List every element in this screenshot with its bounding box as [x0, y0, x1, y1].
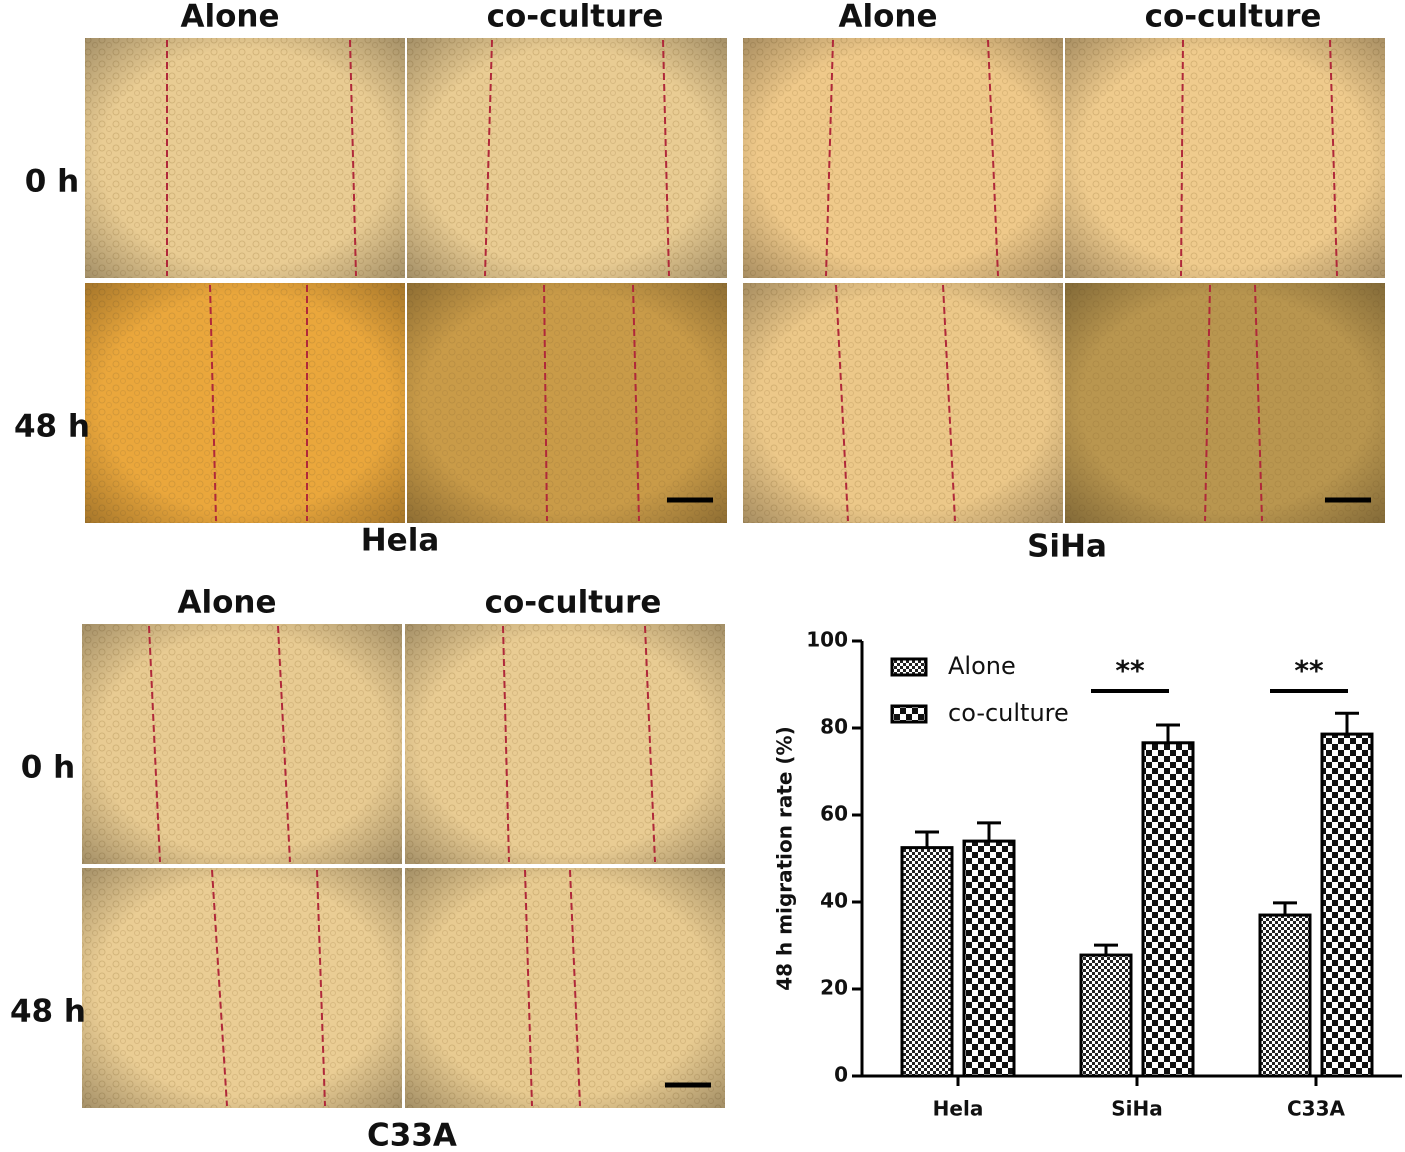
vignette — [407, 38, 727, 278]
vignette — [405, 868, 725, 1108]
wound-edge — [316, 869, 326, 1107]
row-label: 0 h — [21, 750, 75, 786]
wound-edge — [502, 625, 510, 863]
vignette — [743, 38, 1063, 278]
wound-edge — [277, 625, 291, 863]
vignette — [1065, 283, 1385, 523]
wound-edge — [524, 869, 533, 1107]
vignette — [85, 38, 405, 278]
wound-edge — [632, 284, 640, 522]
row-label: 48 h — [14, 409, 90, 445]
y-tick-label: 0 — [834, 1063, 848, 1087]
bar — [900, 846, 954, 1078]
wound-edge — [1254, 284, 1263, 522]
column-label: co-culture — [485, 585, 662, 621]
wound-edge — [484, 39, 493, 277]
bar — [1141, 741, 1195, 1078]
wound-edge — [209, 284, 217, 522]
error-bar — [977, 821, 1001, 842]
panel-name: SiHa — [1027, 529, 1107, 565]
x-tick-label: SiHa — [1111, 1097, 1163, 1121]
vignette — [743, 283, 1063, 523]
x-tick-label: Hela — [933, 1097, 984, 1121]
wound-edge — [211, 869, 228, 1107]
vignette — [82, 624, 402, 864]
error-bar — [1335, 711, 1359, 735]
wound-edge — [942, 284, 956, 522]
panel-name: C33A — [367, 1118, 457, 1152]
column-label: co-culture — [487, 0, 664, 35]
wound-edge — [1180, 39, 1184, 277]
wound-edge — [825, 39, 834, 277]
panel-name: Hela — [361, 523, 440, 559]
y-axis-label: 48 h migration rate (%) — [773, 726, 797, 991]
bar — [962, 839, 1016, 1078]
wound-edge — [662, 39, 670, 277]
vignette — [1065, 38, 1385, 278]
y-tick-label: 40 — [820, 889, 848, 913]
row-label: 48 h — [10, 994, 86, 1030]
bar — [1258, 913, 1312, 1078]
column-label: Alone — [177, 585, 276, 621]
legend-label: Alone — [948, 652, 1016, 680]
y-tick-label: 20 — [820, 976, 848, 1000]
error-bar — [1094, 943, 1118, 956]
vignette — [82, 868, 402, 1108]
legend-swatch — [890, 704, 928, 724]
micrographs: Alone co-culture 0 h 48 h Hela Alone co-cultur… — [10, 0, 1385, 1152]
legend-label: co-culture — [948, 699, 1069, 727]
legend-swatch — [890, 657, 928, 677]
error-bar — [1273, 901, 1297, 916]
wound-edge — [543, 284, 548, 522]
column-label: Alone — [838, 0, 937, 35]
significance-label: ** — [1294, 654, 1324, 687]
row-label: 0 h — [25, 164, 79, 200]
column-label: co-culture — [1145, 0, 1322, 35]
column-label: Alone — [180, 0, 279, 35]
y-tick-label: 60 — [820, 802, 848, 826]
wound-edge — [148, 625, 161, 863]
y-tick-label: 100 — [806, 628, 848, 652]
error-bar — [1156, 723, 1180, 743]
bar — [1320, 732, 1374, 1078]
significance-label: ** — [1115, 654, 1145, 687]
wound-edge — [987, 39, 999, 277]
bar — [1079, 953, 1133, 1078]
wound-edge — [644, 625, 656, 863]
wound-edge — [1204, 284, 1211, 522]
wound-edge — [1329, 39, 1338, 277]
wound-edge — [569, 869, 581, 1107]
wound-edge — [349, 39, 357, 277]
vignette — [405, 624, 725, 864]
x-tick-label: C33A — [1287, 1097, 1346, 1121]
y-tick-label: 80 — [820, 715, 848, 739]
vignette — [85, 283, 405, 523]
error-bar — [915, 830, 939, 848]
vignette — [407, 283, 727, 523]
wound-edge — [835, 284, 849, 522]
bar-chart: 0 20 40 60 80 100 48 h migration rate (%) Hela S… — [773, 628, 1402, 1121]
